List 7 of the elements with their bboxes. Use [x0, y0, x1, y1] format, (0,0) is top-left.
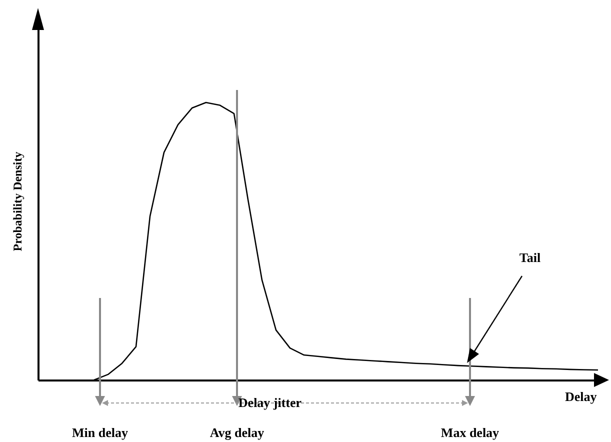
annotation: Tail [519, 250, 541, 265]
x-axis-title: Delay [565, 389, 598, 404]
y-axis-title: Probability Density [10, 152, 24, 252]
text: Min delay [72, 425, 128, 440]
text: Delay jitter [238, 395, 302, 410]
text: Max delay [440, 425, 500, 440]
text: Avg delay [210, 425, 265, 440]
